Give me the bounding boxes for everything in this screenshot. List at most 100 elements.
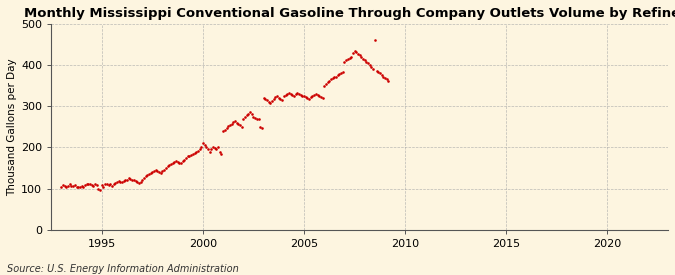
Point xyxy=(122,177,132,182)
Point xyxy=(260,97,271,101)
Point xyxy=(74,185,85,189)
Point xyxy=(354,53,365,57)
Point xyxy=(70,183,80,188)
Point xyxy=(310,92,321,96)
Point xyxy=(101,182,112,186)
Point xyxy=(298,94,309,98)
Point xyxy=(164,163,175,167)
Point xyxy=(140,174,151,178)
Point xyxy=(246,112,257,117)
Point xyxy=(152,169,163,173)
Point xyxy=(174,160,185,165)
Point xyxy=(202,147,213,152)
Point xyxy=(381,77,392,82)
Point xyxy=(113,179,124,183)
Point xyxy=(248,114,259,119)
Point xyxy=(63,184,74,188)
Point xyxy=(373,70,383,75)
Point xyxy=(191,149,202,154)
Point xyxy=(253,117,264,122)
Point xyxy=(88,183,99,188)
Point xyxy=(335,71,346,76)
Point xyxy=(295,92,306,97)
Point xyxy=(245,110,256,115)
Point xyxy=(322,80,333,84)
Point xyxy=(186,153,196,157)
Point xyxy=(127,178,138,183)
Point xyxy=(167,161,178,165)
Point xyxy=(358,57,369,61)
Point xyxy=(97,183,107,188)
Point xyxy=(256,125,267,130)
Y-axis label: Thousand Gallons per Day: Thousand Gallons per Day xyxy=(7,58,17,196)
Point xyxy=(189,151,200,155)
Point xyxy=(111,180,122,185)
Point xyxy=(267,99,277,103)
Point xyxy=(235,123,246,127)
Text: Source: U.S. Energy Information Administration: Source: U.S. Energy Information Administ… xyxy=(7,264,238,274)
Point xyxy=(182,154,193,159)
Point xyxy=(145,171,156,175)
Point xyxy=(108,182,119,186)
Point xyxy=(351,50,362,54)
Point xyxy=(137,178,148,183)
Point xyxy=(364,63,375,67)
Point xyxy=(147,170,158,174)
Point xyxy=(148,169,159,174)
Point xyxy=(157,169,168,174)
Point xyxy=(362,61,373,65)
Point xyxy=(76,183,87,188)
Point xyxy=(206,147,217,152)
Point xyxy=(259,96,269,100)
Point xyxy=(179,158,190,162)
Point xyxy=(375,71,385,76)
Point xyxy=(280,92,291,97)
Point xyxy=(379,76,390,81)
Point xyxy=(57,183,68,188)
Point xyxy=(90,182,101,187)
Point xyxy=(281,92,292,96)
Point xyxy=(124,176,134,180)
Point xyxy=(302,96,313,100)
Point xyxy=(91,183,102,188)
Point xyxy=(117,180,128,185)
Point xyxy=(169,160,180,164)
Point xyxy=(172,160,183,164)
Point xyxy=(165,162,176,166)
Point xyxy=(230,119,240,123)
Title: Monthly Mississippi Conventional Gasoline Through Company Outlets Volume by Refi: Monthly Mississippi Conventional Gasolin… xyxy=(24,7,675,20)
Point xyxy=(287,92,298,97)
Point xyxy=(155,171,166,175)
Point xyxy=(304,97,315,101)
Point xyxy=(284,91,294,95)
Point xyxy=(331,75,342,79)
Point xyxy=(128,177,139,182)
Point xyxy=(138,176,149,180)
Point xyxy=(250,116,261,120)
Point xyxy=(356,55,367,59)
Point xyxy=(59,183,70,188)
Point xyxy=(205,149,215,154)
Point xyxy=(366,65,377,69)
Point xyxy=(307,94,318,98)
Point xyxy=(273,96,284,100)
Point xyxy=(319,83,329,88)
Point xyxy=(317,96,328,100)
Point xyxy=(196,145,207,150)
Point xyxy=(142,173,153,177)
Point xyxy=(218,129,229,133)
Point xyxy=(352,51,363,56)
Point xyxy=(371,69,382,73)
Point xyxy=(344,56,355,60)
Point xyxy=(338,70,348,75)
Point xyxy=(242,113,252,117)
Point xyxy=(228,120,239,124)
Point xyxy=(341,58,352,62)
Point xyxy=(144,172,155,176)
Point xyxy=(383,79,394,83)
Point xyxy=(95,188,105,192)
Point xyxy=(73,185,84,189)
Point xyxy=(107,184,117,188)
Point xyxy=(211,147,222,152)
Point xyxy=(314,94,325,98)
